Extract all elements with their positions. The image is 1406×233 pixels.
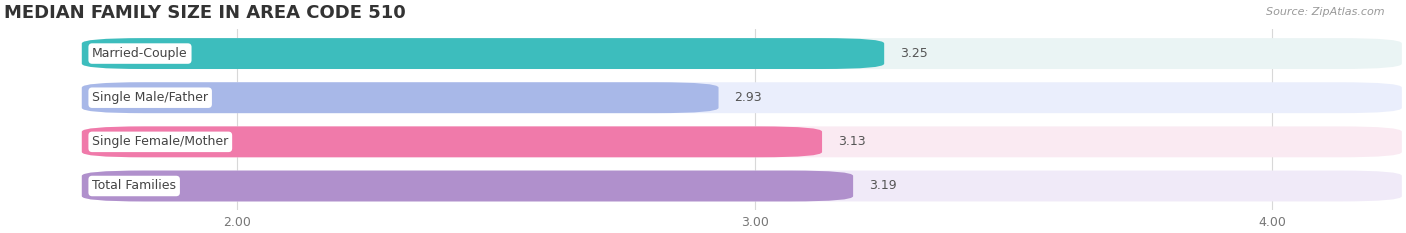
Text: Total Families: Total Families <box>93 179 176 192</box>
Text: Single Male/Father: Single Male/Father <box>93 91 208 104</box>
Text: MEDIAN FAMILY SIZE IN AREA CODE 510: MEDIAN FAMILY SIZE IN AREA CODE 510 <box>4 4 406 22</box>
Text: Source: ZipAtlas.com: Source: ZipAtlas.com <box>1267 7 1385 17</box>
Text: Single Female/Mother: Single Female/Mother <box>93 135 228 148</box>
FancyBboxPatch shape <box>82 126 1402 157</box>
Text: 3.25: 3.25 <box>900 47 928 60</box>
FancyBboxPatch shape <box>82 126 823 157</box>
FancyBboxPatch shape <box>82 82 718 113</box>
FancyBboxPatch shape <box>82 38 884 69</box>
FancyBboxPatch shape <box>82 82 1402 113</box>
Text: 2.93: 2.93 <box>734 91 762 104</box>
Text: 3.19: 3.19 <box>869 179 896 192</box>
Text: Married-Couple: Married-Couple <box>93 47 188 60</box>
FancyBboxPatch shape <box>82 171 853 202</box>
FancyBboxPatch shape <box>82 38 1402 69</box>
FancyBboxPatch shape <box>82 171 1402 202</box>
Text: 3.13: 3.13 <box>838 135 865 148</box>
